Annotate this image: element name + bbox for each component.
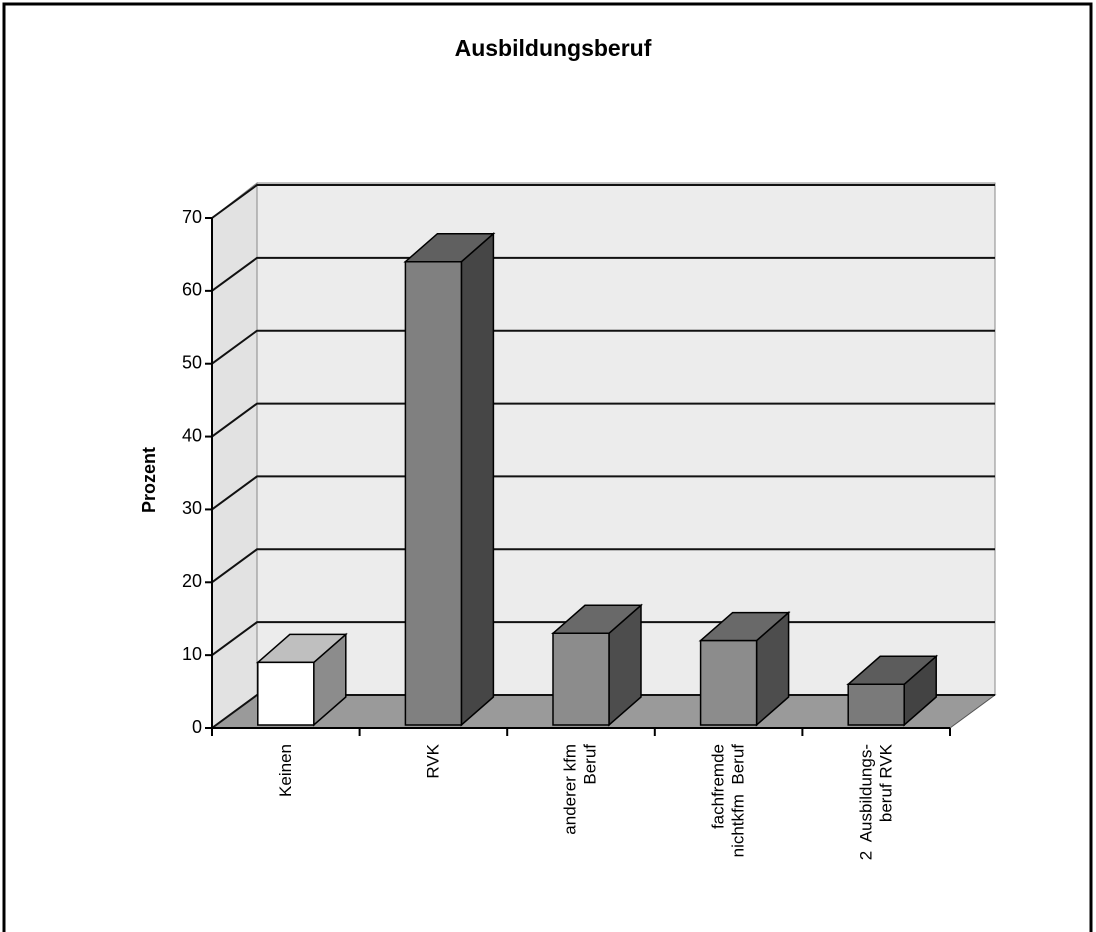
bar bbox=[551, 603, 643, 727]
chart-title: Ausbildungsberuf bbox=[455, 35, 652, 61]
grid-line bbox=[211, 184, 995, 219]
x-tick-label: anderer kfm Beruf bbox=[561, 744, 600, 835]
y-axis-label: Prozent bbox=[139, 447, 159, 513]
x-tick-label: 2 Ausbildungs- beruf RVK bbox=[856, 744, 896, 861]
bar-front bbox=[699, 639, 758, 726]
bar-front bbox=[257, 661, 315, 726]
y-tick-label: 70 bbox=[182, 207, 202, 227]
y-tick-label: 50 bbox=[182, 352, 202, 372]
bar bbox=[403, 232, 496, 727]
grid-line bbox=[211, 329, 995, 365]
y-tick-label: 20 bbox=[182, 571, 202, 591]
side-wall bbox=[211, 181, 258, 729]
bar-front bbox=[404, 260, 463, 726]
bar-front bbox=[552, 632, 610, 726]
y-tick-label: 60 bbox=[182, 280, 202, 300]
bar-front bbox=[847, 683, 905, 726]
y-tick-label: 40 bbox=[182, 425, 202, 445]
x-tick-label: Keinen bbox=[275, 744, 295, 797]
x-tick-label: fachfremde nichtkfm Beruf bbox=[708, 744, 748, 858]
y-tick-label: 30 bbox=[182, 498, 202, 518]
y-tick-label: 10 bbox=[182, 644, 202, 664]
x-tick-label: RVK bbox=[423, 744, 443, 779]
bar bbox=[255, 632, 348, 727]
bar-side bbox=[460, 232, 495, 727]
grid-line bbox=[211, 475, 995, 511]
grid-line bbox=[211, 256, 995, 292]
grid-line bbox=[211, 548, 995, 584]
bar bbox=[846, 654, 939, 727]
grid-line bbox=[211, 402, 995, 438]
y-tick-label: 0 bbox=[192, 717, 202, 737]
bar bbox=[698, 610, 791, 727]
